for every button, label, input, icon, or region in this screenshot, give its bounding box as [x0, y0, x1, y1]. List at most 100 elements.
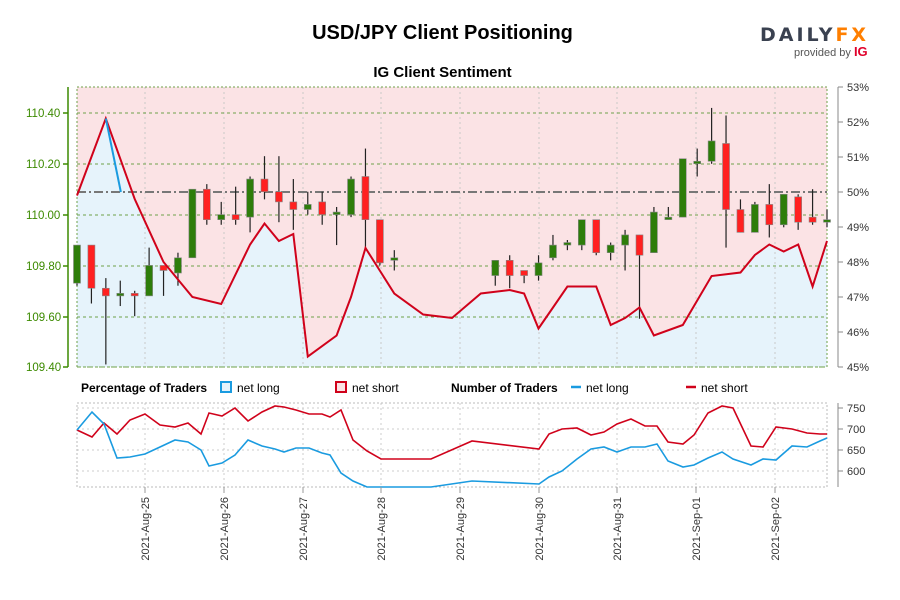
percent-tick-label: 52% — [847, 117, 869, 129]
candle-up — [707, 140, 716, 162]
provided-by-text: provided by — [794, 47, 851, 59]
price-tick-label: 109.80 — [26, 261, 61, 273]
logo-brand-left: DAILY — [760, 24, 836, 46]
legend-pct-short: net short — [352, 381, 399, 395]
candle-up — [678, 158, 687, 218]
legend-pct-long-swatch — [220, 381, 232, 393]
candle-down — [203, 188, 211, 220]
candle-down — [260, 178, 269, 193]
price-tick-label: 109.60 — [26, 312, 61, 324]
legend-pct-short-swatch — [335, 381, 347, 393]
date-tick-label: 2021-Aug-31 — [612, 497, 624, 561]
candle-up — [621, 234, 629, 246]
bottom-plot: 750 700 650 600 2021-Aug-25 2021-Aug-26 2021-… — [76, 402, 865, 561]
candle-up — [534, 262, 543, 276]
candle-down — [765, 204, 774, 226]
candle-down — [289, 201, 298, 210]
percent-tick-label: 53% — [847, 82, 869, 94]
date-tick-label: 2021-Sep-01 — [691, 497, 703, 561]
percent-tick-label: 50% — [847, 187, 869, 199]
percent-axis: 53% 52% 51% 50% 49% 48% 47% 46% 45% — [837, 82, 869, 374]
candle-down — [808, 216, 817, 223]
candle-up — [332, 211, 341, 215]
date-tick-label: 2021-Sep-02 — [770, 497, 782, 561]
legend-num-long: net long — [586, 381, 629, 395]
ig-logo: IG — [853, 44, 868, 59]
candle-down — [102, 287, 110, 297]
legend-pct-title: Percentage of Traders — [81, 381, 207, 395]
candle-down — [592, 219, 601, 253]
legend: Percentage of Traders net long net short… — [81, 381, 748, 395]
candle-up — [217, 214, 226, 220]
candle-up — [246, 178, 254, 218]
date-tick-label: 2021-Aug-29 — [455, 497, 467, 561]
candle-up — [606, 244, 615, 254]
percent-tick-label: 48% — [847, 257, 869, 269]
chart-title: USD/JPY Client Positioning — [312, 22, 573, 44]
date-tick-label: 2021-Aug-27 — [298, 497, 310, 561]
candle-up — [390, 257, 399, 261]
vertical-gridlines — [144, 87, 776, 367]
logo-brand-right: FX — [835, 24, 870, 46]
bottom-plot-border — [76, 402, 828, 488]
candle-down — [722, 143, 730, 210]
traders-net-short-line — [76, 405, 827, 460]
date-tick-label: 2021-Aug-28 — [376, 497, 388, 561]
candle-down — [318, 201, 326, 215]
count-tick-label: 600 — [847, 466, 865, 478]
candle-up — [823, 219, 831, 223]
long-area-fill — [77, 118, 827, 367]
candle-down — [520, 270, 528, 276]
candle-up — [491, 260, 500, 276]
candle-up — [664, 216, 673, 220]
candle-up — [693, 160, 701, 165]
candle-up — [116, 293, 125, 297]
candle-down — [275, 191, 283, 203]
candle-up — [73, 244, 81, 284]
logo-brand: DAILYFX — [760, 24, 870, 46]
candlesticks — [73, 107, 831, 365]
candle-up — [188, 188, 197, 259]
traders-net-long-line — [76, 410, 828, 488]
candle-up — [751, 204, 759, 233]
sentiment-line — [76, 115, 828, 359]
candle-up — [303, 204, 312, 210]
legend-num-short: net short — [701, 381, 748, 395]
count-tick-label: 700 — [847, 424, 865, 436]
candle-down — [794, 196, 802, 223]
price-axis: 110.40 110.20 110.00 109.80 109.60 109.40 — [26, 87, 69, 374]
sentiment-line-long — [104, 118, 122, 193]
candle-up — [347, 178, 355, 215]
percent-tick-label: 45% — [847, 362, 869, 374]
candle-up — [779, 193, 788, 226]
candle-down — [130, 293, 139, 297]
count-tick-label: 650 — [847, 445, 865, 457]
candle-up — [650, 211, 658, 253]
main-plot — [73, 86, 831, 368]
candle-up — [174, 257, 182, 274]
candle-up — [563, 242, 572, 246]
date-tick-label: 2021-Aug-26 — [219, 497, 231, 561]
count-tick-label: 750 — [847, 403, 865, 415]
legend-num-title: Number of Traders — [451, 381, 558, 395]
dailyfx-logo: DAILYFX provided by IG — [760, 24, 870, 59]
legend-pct-long: net long — [237, 381, 280, 395]
candle-down — [635, 234, 644, 256]
date-tick-label: 2021-Aug-30 — [534, 497, 546, 561]
candle-down — [376, 219, 384, 264]
candle-down — [736, 209, 745, 233]
percent-tick-label: 51% — [847, 152, 869, 164]
percent-tick-label: 46% — [847, 327, 869, 339]
logo-provided-by: provided by IG — [794, 44, 870, 59]
candle-down — [87, 244, 96, 289]
percent-tick-label: 49% — [847, 222, 869, 234]
price-tick-label: 110.40 — [26, 108, 60, 120]
candle-down — [231, 214, 240, 220]
percent-tick-label: 47% — [847, 292, 869, 304]
candle-up — [578, 219, 586, 246]
candle-down — [361, 176, 370, 220]
chart-subtitle: IG Client Sentiment — [373, 64, 512, 81]
price-tick-label: 110.20 — [26, 159, 60, 171]
price-tick-label: 110.00 — [26, 210, 60, 222]
